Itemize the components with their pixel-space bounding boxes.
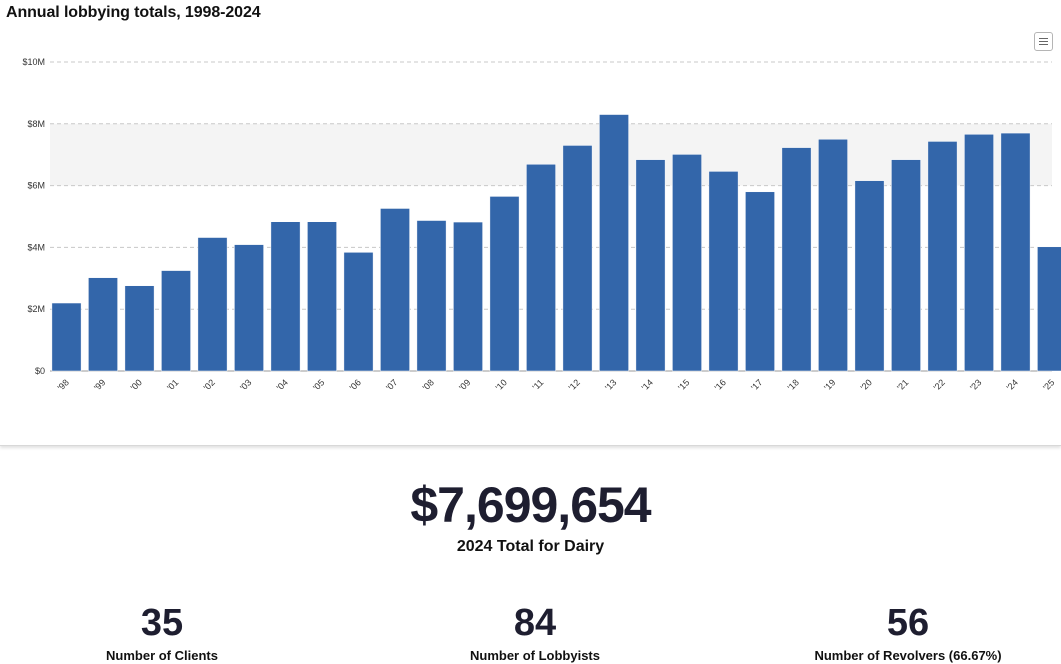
bar <box>781 147 812 372</box>
clients-label: Number of Clients <box>106 648 218 663</box>
x-tick-label: '19 <box>822 377 837 392</box>
y-tick-label: $4M <box>27 242 45 252</box>
bar <box>161 270 191 372</box>
bar <box>234 244 264 372</box>
bar <box>708 171 739 372</box>
x-tick-label: '00 <box>129 377 144 392</box>
bar <box>1000 132 1031 372</box>
x-tick-label: '22 <box>932 377 947 392</box>
x-tick-label: '15 <box>676 377 691 392</box>
x-tick-label: '08 <box>421 377 436 392</box>
bar <box>88 277 118 372</box>
x-tick-label: '20 <box>859 377 874 392</box>
bar <box>562 145 593 372</box>
y-tick-label: $6M <box>27 181 45 191</box>
x-tick-label: '07 <box>384 377 399 392</box>
x-tick-label: '13 <box>603 377 618 392</box>
x-tick-label: '99 <box>92 377 107 392</box>
chart-menu-button[interactable] <box>1034 32 1053 51</box>
x-tick-label: '01 <box>165 377 180 392</box>
x-tick-label: '11 <box>531 377 546 392</box>
x-tick-label: '98 <box>56 377 71 392</box>
x-tick-label: '25 <box>1041 377 1056 392</box>
bar <box>745 191 775 372</box>
bar <box>672 154 702 372</box>
x-tick-label: '23 <box>968 377 983 392</box>
bar <box>124 285 155 372</box>
x-tick-label: '06 <box>348 377 363 392</box>
bar <box>489 196 520 372</box>
bar <box>453 221 483 372</box>
revolvers-label: Number of Revolvers (66.67%) <box>814 648 1002 663</box>
x-tick-label: '21 <box>895 377 910 392</box>
y-tick-label: $2M <box>27 304 45 314</box>
y-tick-label: $8M <box>27 119 45 129</box>
x-tick-label: '05 <box>311 377 326 392</box>
chart-title: Annual lobbying totals, 1998-2024 <box>6 4 261 21</box>
revolvers-count: 56 <box>886 602 930 644</box>
total-label: 2024 Total for Dairy <box>456 538 605 555</box>
bar <box>635 159 666 372</box>
bar <box>891 159 921 372</box>
bar <box>270 221 301 372</box>
bar <box>818 139 848 372</box>
bar <box>51 302 82 372</box>
bar <box>599 114 629 372</box>
x-tick-label: '17 <box>749 377 764 392</box>
clients-count: 35 <box>140 602 184 644</box>
bar <box>307 221 337 372</box>
x-tick-label: '16 <box>713 377 728 392</box>
y-tick-label: $10M <box>22 57 45 67</box>
bar-chart: $0 $2M $4M $6M $8M $10M '98 '99 '00 '01 '02 '03 '04 '… <box>22 57 1061 393</box>
x-tick-label: '03 <box>238 377 253 392</box>
x-tick-label: '12 <box>567 377 582 392</box>
bar <box>343 252 374 372</box>
bar <box>927 141 958 372</box>
stat-revolvers: 56 Number of Revolvers (66.67%) <box>728 600 1061 663</box>
bar <box>416 220 447 372</box>
bar <box>380 208 410 372</box>
lobbyists-label: Number of Lobbyists <box>469 648 600 663</box>
bar <box>964 134 994 372</box>
lobbyists-count: 84 <box>513 602 557 644</box>
total-value: $7,699,654 <box>410 477 651 533</box>
chart-card: Annual lobbying totals, 1998-2024 $0 $2M $… <box>0 4 1061 446</box>
x-tick-label: '02 <box>202 377 217 392</box>
x-tick-label: '18 <box>786 377 801 392</box>
y-tick-label: $0 <box>35 366 45 376</box>
hamburger-menu-icon <box>1039 38 1048 39</box>
stat-clients: 35 Number of Clients <box>0 600 342 663</box>
bar <box>854 180 885 372</box>
bar <box>1037 246 1061 372</box>
bar <box>526 164 556 372</box>
x-tick-label: '24 <box>1005 377 1020 392</box>
x-tick-label: '14 <box>640 377 655 392</box>
x-tick-label: '04 <box>275 377 290 392</box>
bar <box>197 237 228 372</box>
x-tick-label: '10 <box>494 377 509 392</box>
x-tick-label: '09 <box>457 377 472 392</box>
stat-lobbyists: 84 Number of Lobbyists <box>355 600 715 663</box>
